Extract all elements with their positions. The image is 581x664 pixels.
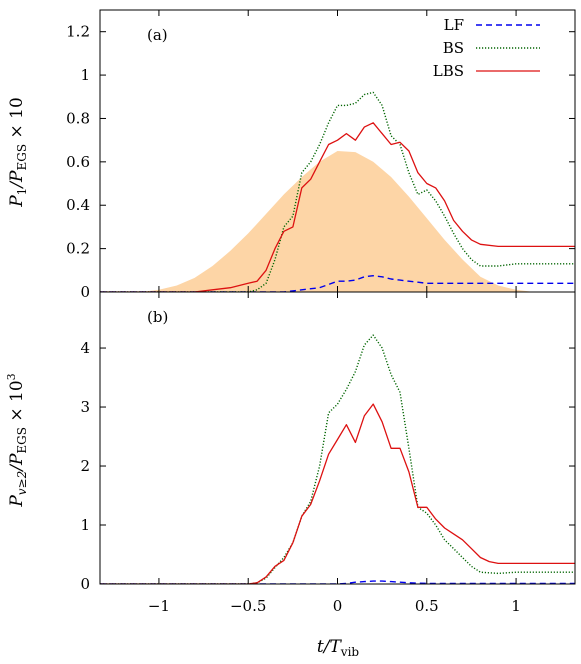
legend-label: LF <box>444 16 464 34</box>
x-axis-title: t/Tvib <box>317 637 360 659</box>
pulse-envelope-area <box>141 151 534 292</box>
x-tick-label: 0.5 <box>415 597 439 615</box>
series-line-lbs-panel-a <box>100 122 575 292</box>
series-line-lf-panel-a <box>100 275 575 292</box>
legend: LF BS LBS <box>433 16 540 80</box>
series-line-lbs-panel-b <box>100 403 575 584</box>
y-tick-label: 1 <box>80 516 90 534</box>
axes: 0 0.2 0.4 0.6 0.8 1 1.2 (a) 0 1 2 3 4 (b) −1 −0.5 0 0.5 1 <box>66 9 576 615</box>
y-tick-label: 0.6 <box>66 153 90 171</box>
axis-titles: t/Tvib P1/PEGS × 10 Pv≥2/PEGS × 103 <box>5 97 359 659</box>
y-tick-label: 1.2 <box>66 23 90 41</box>
y-axis-title-b: Pv≥2/PEGS × 103 <box>5 373 29 507</box>
series-line-lf-panel-b <box>100 580 575 584</box>
y-tick-label: 0.2 <box>66 240 90 258</box>
y-tick-label: 1 <box>80 66 90 84</box>
series-line-bs-panel-b <box>100 334 575 584</box>
plot-frame <box>99 291 576 585</box>
y-tick-label: 0.4 <box>66 196 90 214</box>
y-tick-label: 4 <box>80 339 90 357</box>
y-tick-label: 3 <box>80 398 90 416</box>
panel-b <box>100 334 575 584</box>
x-tick-label: −0.5 <box>230 597 266 615</box>
y-tick-label: 0.8 <box>66 109 90 127</box>
x-tick-label: −1 <box>148 597 170 615</box>
x-tick-label: 0 <box>333 597 343 615</box>
y-axis-title-a: P1/PEGS × 10 <box>7 97 29 208</box>
y-tick-label: 0 <box>80 283 90 301</box>
legend-label: LBS <box>433 62 464 80</box>
panel-label: (b) <box>147 308 168 326</box>
x-tick-label: 1 <box>511 597 521 615</box>
y-tick-label: 0 <box>80 575 90 593</box>
panel-label: (a) <box>147 26 168 44</box>
panel-a <box>100 91 575 292</box>
legend-label: BS <box>443 39 464 57</box>
y-tick-label: 2 <box>80 457 90 475</box>
